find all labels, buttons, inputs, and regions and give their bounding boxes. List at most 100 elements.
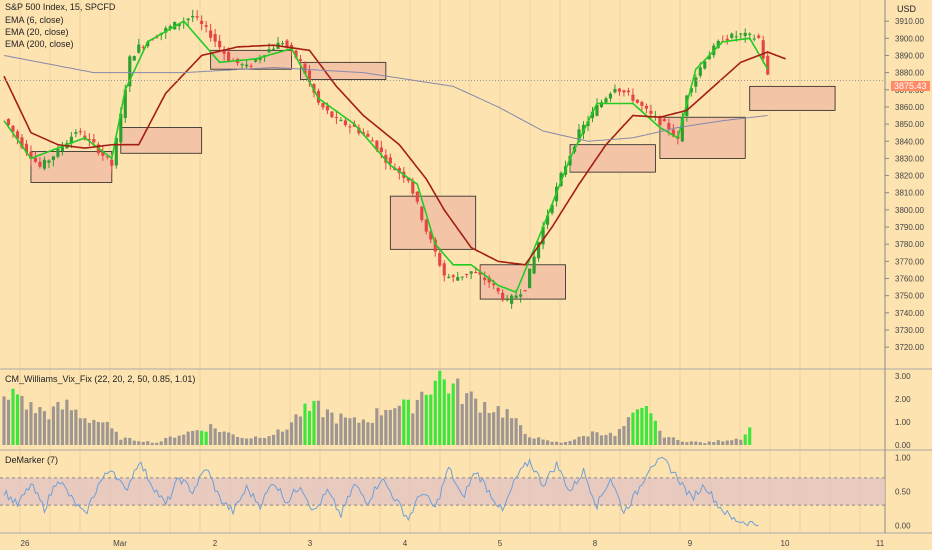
candle-body bbox=[370, 140, 374, 142]
vix-bar bbox=[150, 442, 154, 445]
vix-tick-label: 0.00 bbox=[895, 441, 911, 450]
candle-body bbox=[716, 40, 720, 48]
candle-body bbox=[339, 119, 343, 121]
vix-bar bbox=[613, 435, 617, 445]
vix-bar bbox=[38, 407, 42, 445]
vix-bar bbox=[87, 422, 91, 445]
candle-body bbox=[352, 124, 356, 127]
candle-body bbox=[307, 70, 312, 83]
vix-bar bbox=[298, 416, 303, 445]
candle-body bbox=[51, 156, 55, 161]
candle-body bbox=[186, 18, 190, 21]
vix-bar bbox=[114, 431, 118, 445]
vix-bar bbox=[586, 436, 590, 445]
vix-bar bbox=[209, 424, 213, 445]
x-tick-label: 26 bbox=[21, 539, 30, 548]
vix-bar bbox=[474, 398, 478, 445]
vix-bar bbox=[267, 436, 271, 445]
vix-bar bbox=[519, 425, 523, 445]
y-tick-label: 3900.00 bbox=[895, 34, 924, 43]
candle-body bbox=[662, 119, 666, 122]
candle-body bbox=[74, 132, 78, 134]
vix-bar bbox=[285, 429, 289, 445]
vix-bar bbox=[200, 430, 204, 445]
legend-ema20: EMA (20, close) bbox=[5, 27, 69, 37]
candle-body bbox=[101, 151, 105, 156]
candle-body bbox=[415, 191, 419, 202]
vix-bar bbox=[748, 427, 752, 445]
y-tick-label: 3880.00 bbox=[895, 69, 924, 78]
x-tick-label: 2 bbox=[213, 539, 218, 548]
candle-body bbox=[200, 20, 204, 25]
vix-bar bbox=[388, 409, 392, 445]
vix-bar bbox=[128, 437, 132, 445]
vix-bar bbox=[739, 439, 743, 445]
vix-bar bbox=[173, 437, 177, 445]
y-tick-label: 3770.00 bbox=[895, 257, 924, 266]
candle-body bbox=[644, 105, 648, 109]
candle-body bbox=[689, 88, 693, 93]
vix-bar bbox=[676, 440, 680, 445]
vix-bar bbox=[271, 434, 276, 445]
vix-bar bbox=[47, 419, 51, 445]
candle-body bbox=[375, 140, 379, 151]
candle-body bbox=[164, 28, 168, 33]
candle-body bbox=[60, 147, 64, 152]
vix-bar bbox=[159, 441, 163, 445]
candle-body bbox=[92, 139, 96, 143]
vix-bar bbox=[590, 431, 595, 445]
vix-bar bbox=[15, 394, 20, 445]
vix-bar bbox=[110, 428, 114, 445]
vix-bar bbox=[123, 437, 127, 445]
vix-bar bbox=[478, 412, 482, 445]
candle-body bbox=[532, 256, 536, 274]
candle-body bbox=[267, 49, 271, 53]
candle-body bbox=[492, 283, 496, 286]
vix-bar bbox=[222, 431, 226, 445]
vix-bar bbox=[568, 441, 572, 445]
candle-body bbox=[545, 215, 550, 225]
vix-bar bbox=[168, 436, 172, 445]
vix-bar bbox=[487, 413, 491, 445]
candle-body bbox=[608, 93, 613, 99]
vix-bar bbox=[429, 394, 433, 445]
x-tick-label: 9 bbox=[688, 539, 693, 548]
candle-body bbox=[496, 287, 500, 292]
vix-bar bbox=[433, 380, 437, 445]
ema-line-0 bbox=[3, 20, 769, 294]
vix-bar bbox=[325, 409, 330, 445]
currency-label: USD bbox=[897, 4, 917, 14]
vix-bar bbox=[195, 430, 199, 445]
vix-bar bbox=[92, 419, 96, 445]
demarker-tick-label: 1.00 bbox=[895, 453, 911, 462]
vix-bar bbox=[289, 422, 294, 445]
vix-bar bbox=[483, 402, 487, 445]
candle-body bbox=[640, 101, 644, 106]
candle-body bbox=[465, 273, 469, 275]
vix-bar bbox=[182, 434, 186, 445]
vix-title: CM_Williams_Vix_Fix (22, 20, 2, 50, 0.85… bbox=[5, 374, 196, 384]
candle-body bbox=[325, 106, 330, 111]
vix-bar bbox=[447, 393, 451, 445]
vix-bar bbox=[20, 395, 24, 445]
vix-bar bbox=[321, 417, 325, 445]
candle-body bbox=[69, 136, 73, 144]
vix-bar bbox=[51, 406, 55, 445]
vix-bar bbox=[303, 403, 307, 445]
candle-body bbox=[285, 40, 289, 47]
vix-bar bbox=[186, 431, 190, 445]
candle-body bbox=[78, 131, 82, 133]
vix-bar bbox=[653, 420, 657, 445]
candle-body bbox=[6, 119, 11, 125]
vix-bar bbox=[438, 370, 442, 445]
candle-body bbox=[703, 61, 707, 69]
vix-bar bbox=[456, 378, 460, 445]
vix-bar bbox=[649, 413, 653, 445]
candle-body bbox=[321, 103, 325, 108]
vix-bar bbox=[105, 421, 109, 445]
candle-body bbox=[289, 44, 294, 49]
candle-body bbox=[191, 16, 195, 18]
candle-body bbox=[42, 159, 47, 169]
vix-bar bbox=[716, 440, 720, 445]
legend-ema6: EMA (6, close) bbox=[5, 15, 64, 25]
